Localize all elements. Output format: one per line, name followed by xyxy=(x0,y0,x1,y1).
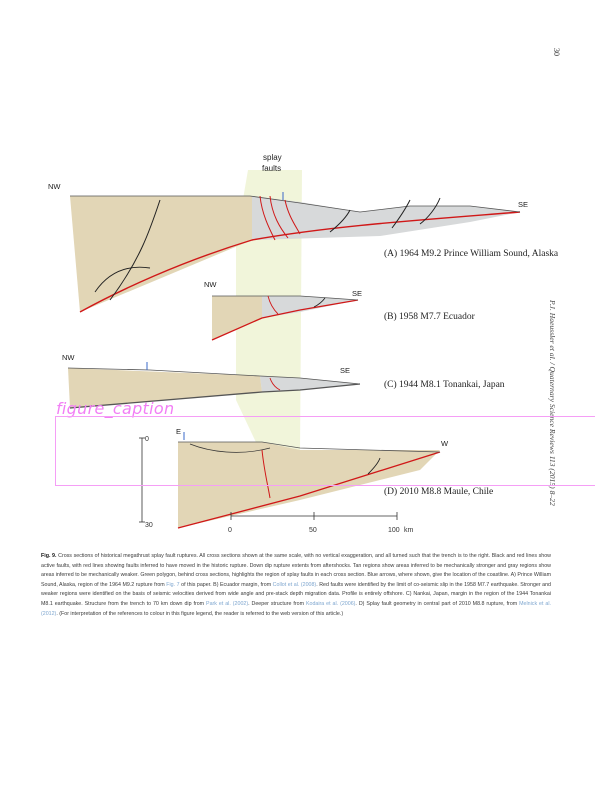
caption-ref-3[interactable]: Park et al. (2002) xyxy=(206,600,249,607)
panel-a-right-dir: SE xyxy=(518,200,528,209)
panel-b xyxy=(211,295,359,341)
panel-b-strong-region xyxy=(212,296,262,340)
distance-tick-0: 0 xyxy=(228,527,232,534)
panel-d-sediment-basin xyxy=(189,443,271,453)
panel-a-surface xyxy=(70,195,521,213)
figure-caption-overlay-box xyxy=(55,416,595,486)
panel-b-fault-1 xyxy=(267,295,279,315)
panel-a-strong-region xyxy=(70,196,252,312)
panel-c-strong-region xyxy=(68,368,262,408)
panel-a-title: (A) 1964 M9.2 Prince William Sound, Alas… xyxy=(384,248,559,259)
caption-text-4: . Deeper structure from xyxy=(248,600,306,607)
caption-ref-4[interactable]: Kodaira et al. (2006) xyxy=(305,600,356,607)
caption-ref-2[interactable]: Collot et al. (2008) xyxy=(272,581,317,588)
panel-c-megathrust xyxy=(69,383,361,409)
depth-axis-top-label: 0 xyxy=(145,436,149,443)
panel-a-fault-7 xyxy=(391,199,411,229)
panel-c-fault-1 xyxy=(269,377,281,391)
panel-d-title: (D) 2010 M8.8 Maule, Chile xyxy=(384,486,493,497)
panel-b-fault-2 xyxy=(313,297,326,308)
panel-d-splay-fault xyxy=(261,449,271,499)
panel-b-surface xyxy=(212,295,359,301)
panel-a-left-dir: NW xyxy=(48,182,61,191)
distance-tick-100: 100 xyxy=(388,527,400,534)
caption-ref-5[interactable]: Melnick et al. (2012) xyxy=(41,600,552,617)
distance-tick-50: 50 xyxy=(309,527,317,534)
panel-b-title: (B) 1958 M7.7 Ecuador xyxy=(384,311,476,322)
depth-axis-bottom-label: 30 xyxy=(145,522,153,529)
panel-d-fault-2 xyxy=(367,457,381,475)
panel-a-fault-4 xyxy=(269,195,289,239)
caption-text-3: . Red faults were identified by the limi… xyxy=(41,581,551,607)
panel-a-fault-8 xyxy=(419,197,441,225)
distance-axis xyxy=(230,512,398,520)
panel-a-megathrust xyxy=(79,211,521,313)
panel-b-right-dir: SE xyxy=(352,289,362,298)
panel-a xyxy=(70,192,521,313)
panel-c-left-dir: NW xyxy=(62,353,75,362)
caption-text-2: of this paper. B) Ecuador margin, from xyxy=(179,581,273,588)
splay-label-2: faults xyxy=(262,164,281,173)
panel-b-megathrust xyxy=(211,299,359,341)
panel-a-fault-3 xyxy=(259,195,276,241)
caption-text-1: Cross sections of historical megathrust … xyxy=(41,553,551,588)
panel-d-right-dir: W xyxy=(441,439,449,448)
distance-unit: km xyxy=(404,527,414,534)
figure-caption-overlay-label: figure_caption xyxy=(56,399,175,418)
panel-a-fault-5 xyxy=(284,199,301,235)
panel-c-title: (C) 1944 M8.1 Tonankai, Japan xyxy=(384,379,505,390)
caption-label: Fig. 9. xyxy=(41,553,57,559)
splay-label-1: splay xyxy=(263,153,282,162)
panel-d-megathrust xyxy=(177,451,441,529)
panel-c-weak-region xyxy=(260,376,360,392)
panel-d-surface xyxy=(178,441,441,453)
panel-b-left-dir: NW xyxy=(204,280,217,289)
panel-a-fault-2 xyxy=(94,266,151,293)
panel-c xyxy=(67,362,361,409)
caption-text-5: . D) Splay fault geometry in central par… xyxy=(355,600,520,607)
panel-a-fault-1 xyxy=(109,199,161,301)
panel-d-left-dir: E xyxy=(176,427,181,436)
figure-caption: Fig. 9. Cross sections of historical meg… xyxy=(41,552,551,619)
depth-axis xyxy=(139,437,145,523)
panel-c-right-dir: SE xyxy=(340,366,350,375)
caption-ref-1[interactable]: Fig. 7 xyxy=(166,581,180,588)
caption-text-6: . (For interpretation of the references … xyxy=(56,610,344,617)
panel-a-fault-6 xyxy=(329,209,351,233)
panel-a-weak-region xyxy=(252,196,520,240)
panel-c-surface xyxy=(67,367,361,385)
